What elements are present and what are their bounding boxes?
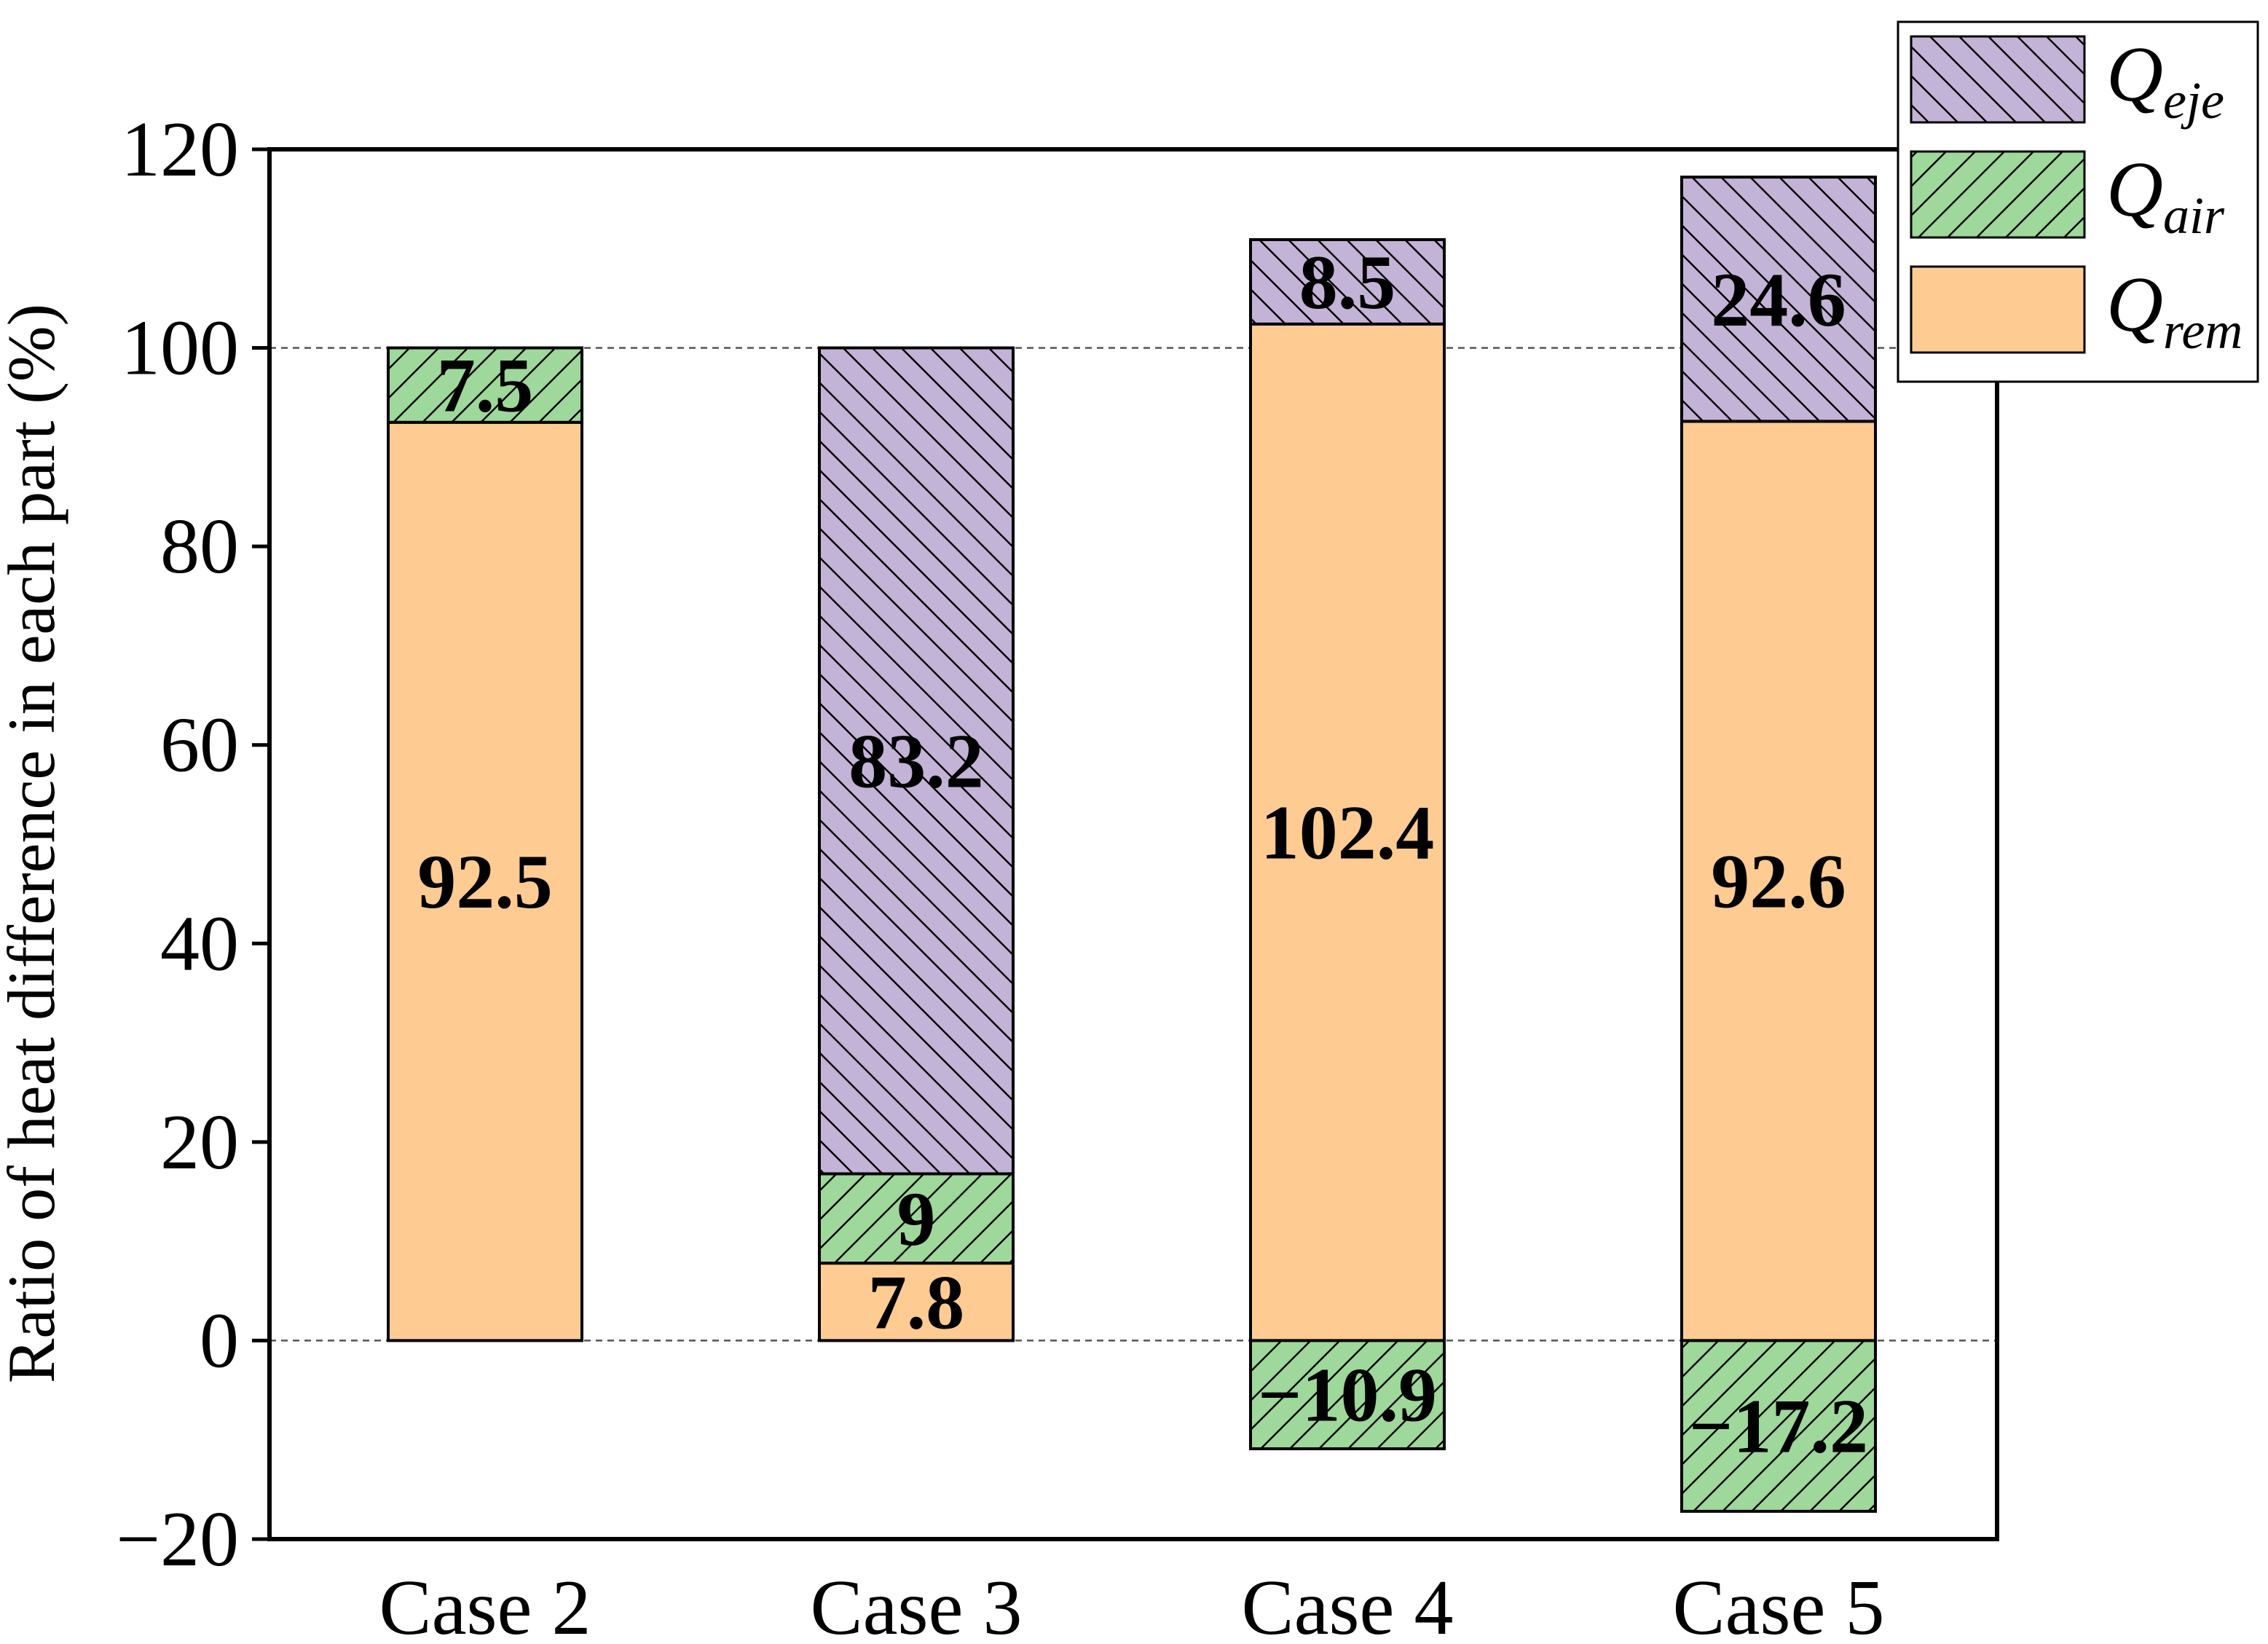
plot-frame [267,147,1999,1541]
y-tick-label: 120 [121,106,239,193]
legend: Qeje Qair Qrem [1897,20,2259,383]
y-tick-label: 20 [160,1099,239,1186]
y-tick-label: −20 [116,1496,239,1583]
bar-segment-rem [1251,323,1444,1341]
legend-swatch-rem [1911,267,2084,353]
bar-value-label: 7.5 [437,343,534,428]
y-axis: −20 0 20 40 60 80 100 120 [116,106,269,1583]
legend-swatch-hatch-eje [1911,36,2084,122]
x-tick-label: Case 5 [1673,1565,1885,1644]
y-tick-label: 80 [160,503,239,590]
bar-segment-rem [388,422,582,1341]
bar-outline-eje [818,346,1015,1176]
bar-value-label: 92.6 [1711,838,1846,924]
bar-outline-eje [1249,238,1446,326]
bar-value-label: 8.5 [1299,240,1396,325]
bar-outline-air [1249,1339,1446,1450]
bar-value-label: 83.2 [848,719,984,804]
bar-hatch-eje [1251,240,1444,324]
bar-value-label: 24.6 [1711,257,1846,342]
legend-swatch-hatch-air [1911,152,2084,237]
legend-label-rem: Qrem [2106,261,2243,360]
bar-segment-rem [819,1263,1013,1341]
bar-hatch-air [388,347,582,422]
x-tick-label: Case 2 [379,1565,591,1644]
bar-segment-rem [1682,421,1875,1341]
legend-swatch-outline-air [1910,150,2086,239]
x-tick-label: Case 4 [1242,1565,1454,1644]
y-tick-label: 40 [160,900,239,987]
legend-swatch-outline-rem [1910,265,2086,354]
bar-hatch-air [1251,1340,1444,1449]
bar-outline-air [1680,1339,1877,1513]
bar-value-label: −17.2 [1689,1384,1868,1469]
legend-swatch-outline-eje [1910,35,2086,124]
bars-group: 92.5 7.5 7.89 83.2 102.4 −10.9 8.5 92.6 −17.2 24.… [387,176,1877,1513]
bar-hatch-air [1682,1340,1875,1511]
bar-outline-air [387,346,583,424]
x-axis: Case 2 Case 3 Case 4 Case 5 [379,1565,1885,1644]
bar-value-label: −10.9 [1258,1353,1437,1438]
bar-value-label: 92.5 [417,839,553,924]
y-tick-label: 100 [121,305,239,392]
bar-value-label: 9 [897,1176,936,1262]
bar-outline-eje [1680,176,1877,423]
bar-value-label: 7.8 [868,1259,965,1345]
x-tick-label: Case 3 [811,1565,1023,1644]
y-tick-label: 60 [160,702,239,789]
bar-hatch-air [819,1173,1013,1264]
bar-value-label: 102.4 [1261,790,1435,876]
y-axis-title: Ratio of heat difference in each part (%… [0,304,68,1383]
legend-label-eje: Qeje [2106,31,2224,130]
bar-hatch-eje [1682,177,1875,422]
y-tick-label: 0 [200,1297,239,1384]
legend-label-air: Qair [2106,146,2225,245]
bar-hatch-eje [819,347,1013,1174]
